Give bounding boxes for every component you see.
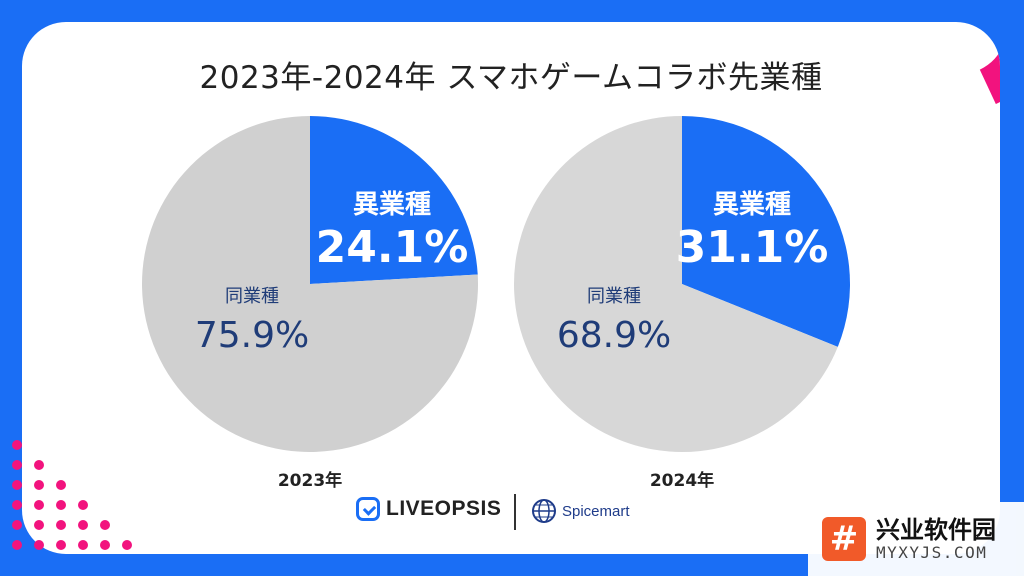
pie-slice — [682, 116, 850, 347]
globe-icon — [532, 499, 556, 523]
pie-slice — [141, 116, 478, 452]
liveopsis-label: LIVEOPSIS — [386, 497, 502, 520]
decorative-dot — [56, 540, 66, 550]
watermark-hash-icon: # — [822, 517, 866, 561]
decorative-dot — [100, 540, 110, 550]
chart-title: 2023年-2024年 スマホゲームコラボ先業種 — [199, 60, 823, 96]
liveopsis-logo: LIVEOPSIS — [356, 497, 501, 521]
watermark-en: MYXYJS.COM — [876, 542, 988, 562]
decorative-dot — [12, 480, 22, 490]
decorative-dot — [12, 540, 22, 550]
decorative-dot — [78, 520, 88, 530]
slice-value-label: 68.9% — [557, 315, 671, 356]
slice-value-label: 31.1% — [676, 222, 829, 273]
pie-slice — [310, 116, 478, 284]
decorative-dot — [78, 500, 88, 510]
slice-value-label: 24.1% — [316, 222, 469, 273]
spicemart-label: Spicemart — [562, 502, 630, 520]
decorative-dot — [12, 520, 22, 530]
decorative-dot — [122, 540, 132, 550]
decorative-dot — [34, 500, 44, 510]
decorative-dot — [100, 520, 110, 530]
decorative-dot — [12, 500, 22, 510]
decorative-dot — [34, 480, 44, 490]
slice-category-label: 異業種 — [353, 190, 431, 220]
decorative-dot — [12, 460, 22, 470]
liveopsis-icon — [356, 497, 380, 521]
logo-divider — [514, 494, 516, 530]
slice-category-label: 異業種 — [713, 190, 791, 220]
watermark: # 兴业软件园 MYXYJS.COM — [808, 502, 1024, 576]
chart-caption: 2023年 — [278, 470, 342, 491]
chart-caption: 2024年 — [650, 470, 714, 491]
slice-category-label: 同業種 — [225, 286, 279, 307]
decorative-dot — [34, 460, 44, 470]
spicemart-logo: Spicemart — [530, 497, 630, 525]
decorative-dot — [56, 520, 66, 530]
decorative-dot — [56, 480, 66, 490]
pie-slice — [514, 116, 838, 452]
decorative-dot — [78, 540, 88, 550]
decorative-dot — [56, 500, 66, 510]
watermark-cn: 兴业软件园 — [876, 515, 996, 544]
decorative-dot — [12, 440, 22, 450]
decorative-dot — [34, 540, 44, 550]
decorative-dot — [34, 520, 44, 530]
decorative-dots — [0, 432, 140, 572]
slice-value-label: 75.9% — [195, 315, 309, 356]
slice-category-label: 同業種 — [587, 286, 641, 307]
